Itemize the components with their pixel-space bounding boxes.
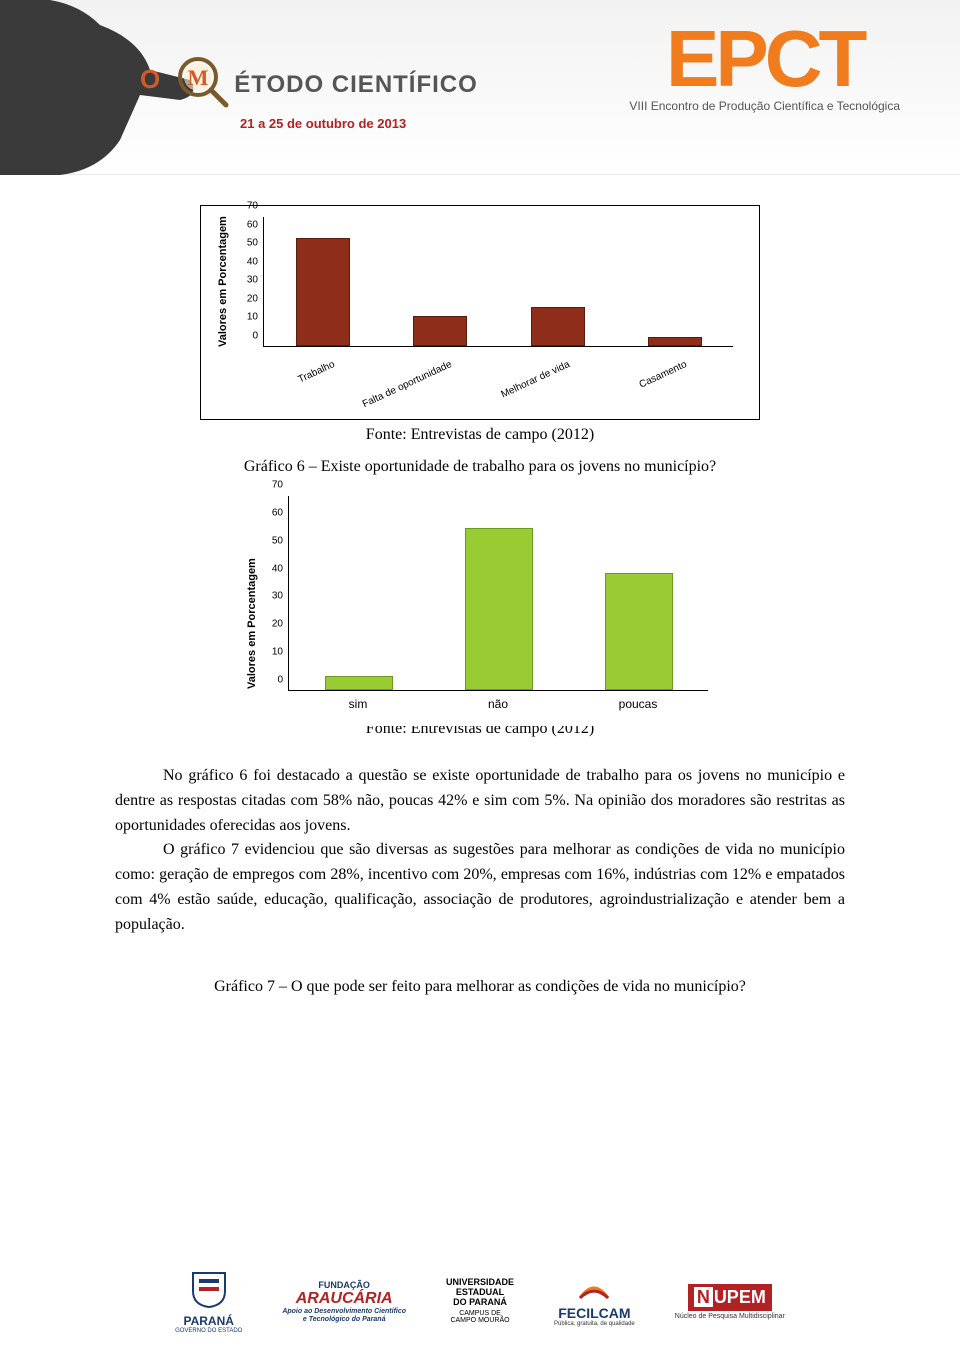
logo-universidade: UNIVERSIDADE ESTADUAL DO PARANÁ CAMPUS D… [446,1278,514,1325]
epct-block: EPCT VIII Encontro de Produção Científic… [629,25,900,113]
y-tick: 40 [272,563,289,574]
y-tick: 50 [272,535,289,546]
metodo-cientifico-block: O M ÉTODO CIENTÍFICO 21 a 25 de outubro … [140,55,478,131]
y-axis-label: Valores em Porcentagem [217,216,229,347]
x-label: Falta de oportunidade [350,359,454,415]
bar [296,238,350,346]
y-tick: 70 [272,480,289,491]
bar [648,337,702,346]
y-tick: 70 [247,201,264,212]
bar [465,528,533,690]
page-content: Valores em Porcentagem010203040506070Tra… [0,175,960,996]
chart2-title: Gráfico 6 – Existe oportunidade de traba… [115,458,845,476]
chart1-caption: Fonte: Entrevistas de campo (2012) [115,426,845,444]
x-label: não [488,697,508,711]
bar [413,316,467,346]
y-axis-label: Valores em Porcentagem [246,558,258,689]
logo-araucaria: FUNDAÇÃO ARAUCÁRIA Apoio ao Desenvolvime… [282,1280,406,1323]
logo-parana: PARANÁ GOVERNO DO ESTADO [175,1269,242,1334]
header-banner: O M ÉTODO CIENTÍFICO 21 a 25 de outubro … [0,0,960,175]
logo-nupem: NUPEM Núcleo de Pesquisa Multidisciplina… [675,1284,785,1320]
body-text: No gráfico 6 foi destacado a questão se … [115,764,845,938]
y-tick: 30 [247,275,264,286]
metodo-date: 21 a 25 de outubro de 2013 [240,116,478,131]
paragraph-2: O gráfico 7 evidenciou que são diversas … [115,838,845,937]
logo-fecilcam: FECILCAM Pública, gratuita, de qualidade [554,1276,635,1327]
y-tick: 60 [247,219,264,230]
x-label: Casamento [585,359,689,415]
plot-area: 010203040506070 [263,217,733,347]
nupem-badge: NUPEM [688,1284,772,1311]
y-tick: 0 [252,331,264,342]
x-label: Melhorar de vida [467,359,571,415]
svg-text:M: M [188,65,209,90]
y-tick: 30 [272,591,289,602]
y-tick: 40 [247,256,264,267]
paragraph-1: No gráfico 6 foi destacado a questão se … [115,764,845,838]
x-label: Trabalho [232,359,336,415]
x-label: poucas [619,697,658,711]
bar [325,676,393,690]
footer-logos: PARANÁ GOVERNO DO ESTADO FUNDAÇÃO ARAUCÁ… [0,1269,960,1334]
x-label: sim [349,697,368,711]
plot-area: 010203040506070 [288,496,708,691]
chart1-container: Valores em Porcentagem 010203040506070 Tra… [200,205,760,420]
y-tick: 60 [272,507,289,518]
metodo-o: O [140,64,160,94]
fecilcam-icon [572,1276,616,1300]
epct-logo: EPCT [629,25,900,93]
y-tick: 20 [272,619,289,630]
magnifier-icon: M [176,55,230,114]
y-tick: 50 [247,238,264,249]
parana-crest-icon [187,1269,231,1309]
metodo-title: ÉTODO CIENTÍFICO [234,71,478,99]
chart2-container: Valores em Porcentagem 010203040506070 sim… [230,486,730,726]
y-tick: 0 [277,675,289,686]
y-tick: 10 [247,312,264,323]
y-tick: 20 [247,293,264,304]
bar [531,307,585,346]
y-tick: 10 [272,647,289,658]
bar [605,573,673,690]
epct-sub: VIII Encontro de Produção Científica e T… [629,99,900,113]
chart3-title: Gráfico 7 – O que pode ser feito para me… [115,978,845,996]
